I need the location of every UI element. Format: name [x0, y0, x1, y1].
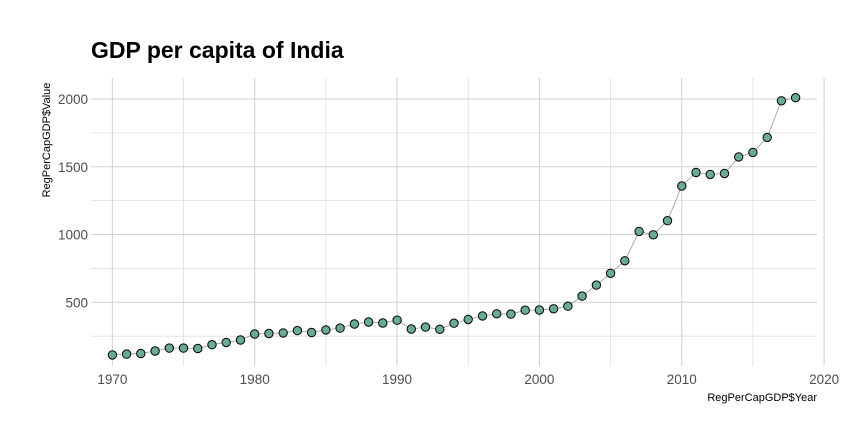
data-point-1975	[178, 343, 189, 353]
data-point-1983	[292, 325, 303, 336]
data-point-1982	[278, 328, 288, 338]
data-point-1970	[107, 350, 118, 360]
series-connecting-line	[112, 97, 796, 356]
data-point-2016	[762, 132, 772, 143]
data-point-2017	[776, 96, 787, 106]
data-point-2005	[605, 268, 616, 278]
data-point-2007	[634, 226, 644, 237]
data-point-1994	[449, 318, 459, 328]
x-tick-label: 2000	[524, 372, 554, 387]
x-tick-label: 1980	[240, 372, 270, 387]
x-tick-label: 1970	[97, 372, 127, 387]
y-axis-ticks: 500 1000 1500 2000	[58, 92, 88, 310]
data-point-1984	[306, 327, 317, 338]
data-point-1980	[250, 329, 260, 339]
data-point-2014	[734, 152, 744, 162]
data-point-1981	[264, 328, 274, 339]
y-axis-label: RegPerCapGDP$Value	[41, 83, 53, 198]
data-point-2003	[577, 291, 587, 301]
data-point-2004	[591, 280, 602, 290]
data-point-2002	[563, 301, 573, 311]
data-point-1985	[321, 325, 331, 335]
x-tick-label: 2010	[667, 372, 697, 387]
data-point-2001	[548, 304, 559, 314]
chart-title: GDP per capita of India	[91, 37, 344, 63]
data-point-1996	[477, 311, 488, 321]
data-point-1990	[392, 315, 402, 325]
x-tick-label: 2020	[809, 372, 839, 387]
data-point-1971	[121, 349, 132, 359]
data-point-1974	[164, 343, 175, 353]
data-point-2013	[719, 168, 730, 179]
data-point-1995	[463, 314, 473, 325]
y-tick-label: 500	[65, 295, 88, 310]
data-point-2015	[748, 147, 758, 158]
data-point-2010	[677, 181, 687, 191]
data-point-1993	[435, 324, 445, 334]
data-point-1979	[235, 335, 246, 345]
data-point-1987	[349, 319, 360, 329]
x-tick-label: 1990	[382, 372, 412, 387]
data-point-1999	[520, 305, 530, 315]
data-point-1976	[193, 343, 203, 354]
data-point-1989	[378, 318, 388, 328]
data-point-1992	[420, 322, 431, 332]
data-point-2012	[705, 169, 715, 180]
y-tick-label: 1000	[58, 228, 88, 243]
grid	[91, 78, 825, 366]
data-points	[107, 93, 801, 360]
data-point-1977	[207, 340, 217, 350]
data-point-2018	[790, 93, 801, 103]
y-tick-label: 2000	[58, 92, 88, 107]
data-point-1988	[363, 317, 374, 327]
data-point-2006	[620, 256, 630, 266]
data-point-2008	[648, 230, 658, 240]
data-point-2000	[534, 305, 545, 315]
data-point-1986	[335, 323, 345, 333]
x-axis-ticks: 1970 1980 1990 2000 2010 2020	[97, 372, 839, 387]
y-tick-label: 1500	[58, 160, 88, 175]
x-axis-label: RegPerCapGDP$Year	[707, 392, 817, 404]
data-point-1978	[221, 337, 231, 348]
data-point-1991	[406, 324, 416, 334]
data-point-2011	[691, 167, 701, 178]
data-point-1998	[506, 309, 516, 319]
data-point-2009	[662, 216, 673, 226]
data-point-1997	[492, 309, 502, 319]
data-point-1972	[136, 348, 146, 359]
data-point-1973	[150, 346, 160, 356]
